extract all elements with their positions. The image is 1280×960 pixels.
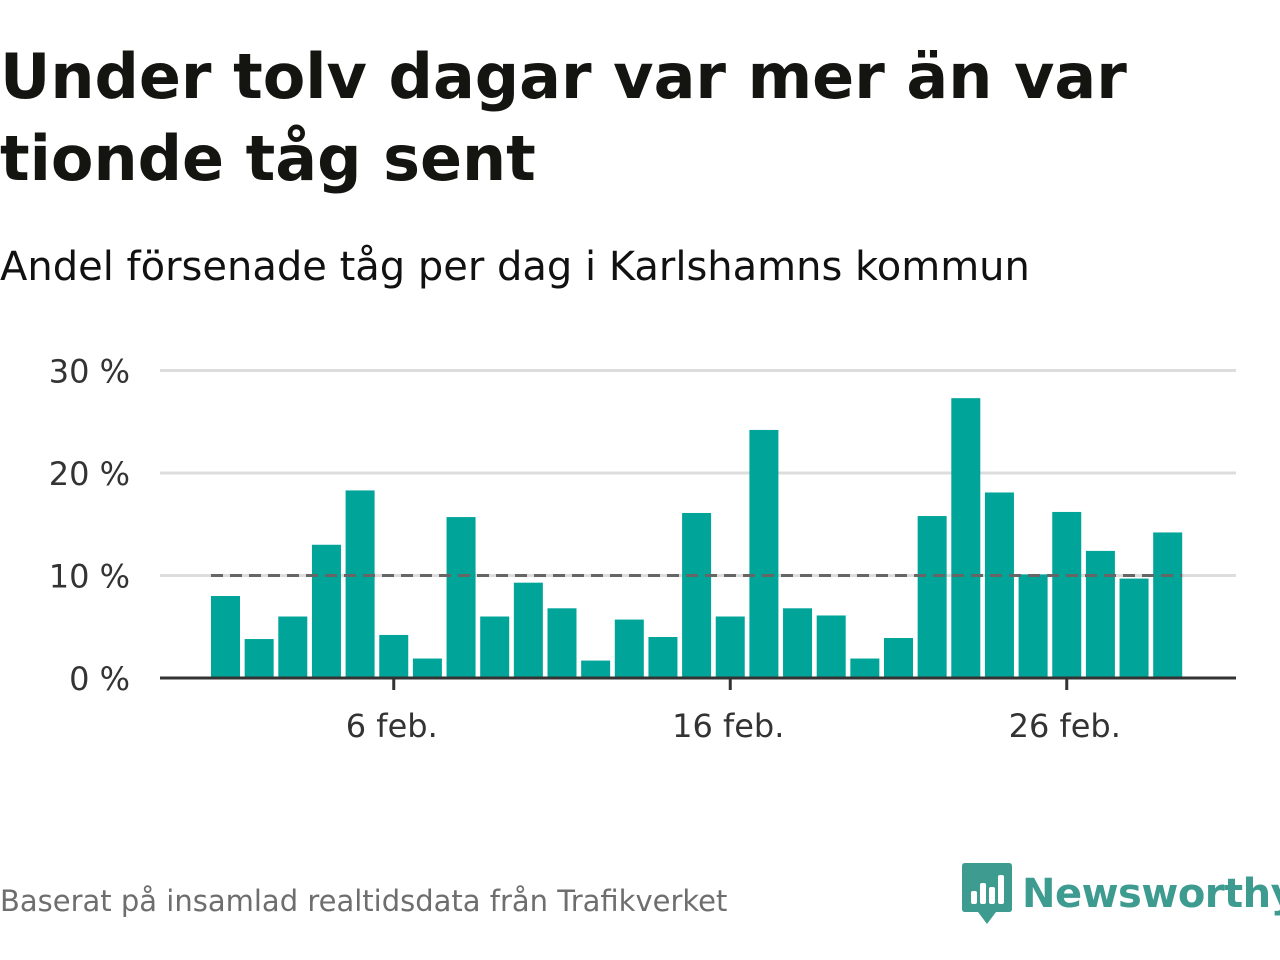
bar: [547, 608, 577, 678]
bar: [581, 660, 611, 678]
bar: [682, 512, 712, 678]
bar: [884, 638, 913, 678]
chart-title: Under tolv dagar var mer än var tionde t…: [0, 40, 1127, 195]
bar: [783, 608, 813, 678]
source-note: Baserat på insamlad realtidsdata från Tr…: [0, 884, 728, 918]
chart-subtitle: Andel försenade tåg per dag i Karlshamns…: [0, 244, 1030, 290]
bar: [244, 639, 274, 678]
bar: [850, 658, 880, 678]
bar: [749, 429, 779, 678]
bar: [1052, 511, 1082, 678]
y-axis-tick-labels: 0 % 10 % 20 % 30 %: [49, 353, 130, 699]
x-axis: 6 feb. 16 feb. 26 feb.: [160, 676, 1236, 745]
brand-name: Newsworthy: [1022, 871, 1280, 917]
x-tick-label: 26 feb.: [1009, 707, 1121, 745]
bar: [513, 582, 543, 678]
bar: [951, 398, 981, 678]
y-tick-label: 0 %: [69, 660, 130, 698]
bar: [345, 490, 375, 678]
bar: [715, 616, 745, 678]
bar: [412, 658, 442, 678]
bar: [278, 616, 308, 678]
bar: [1119, 578, 1149, 678]
bar: [1085, 550, 1115, 678]
bar: [211, 596, 240, 678]
bars: [211, 398, 1183, 678]
y-tick-label: 10 %: [49, 558, 130, 596]
y-tick-label: 30 %: [49, 353, 130, 391]
bar: [648, 637, 678, 678]
bar-chart: 0 % 10 % 20 % 30 % 6 feb. 16 feb. 26 feb.: [49, 353, 1236, 745]
y-tick-label: 20 %: [49, 455, 130, 493]
bar: [379, 634, 409, 678]
bar: [984, 492, 1014, 678]
bar: [446, 517, 476, 678]
bar: [1153, 532, 1183, 678]
bar: [311, 544, 341, 678]
x-tick-label: 6 feb.: [346, 707, 438, 745]
bar: [614, 619, 644, 678]
bar: [816, 615, 846, 678]
newsworthy-logo-icon: [962, 863, 1012, 924]
x-tick-label: 16 feb.: [672, 707, 784, 745]
newsworthy-logo: Newsworthy: [962, 862, 1280, 926]
bar: [917, 516, 947, 678]
bar: [1018, 574, 1048, 678]
bar: [480, 616, 510, 678]
